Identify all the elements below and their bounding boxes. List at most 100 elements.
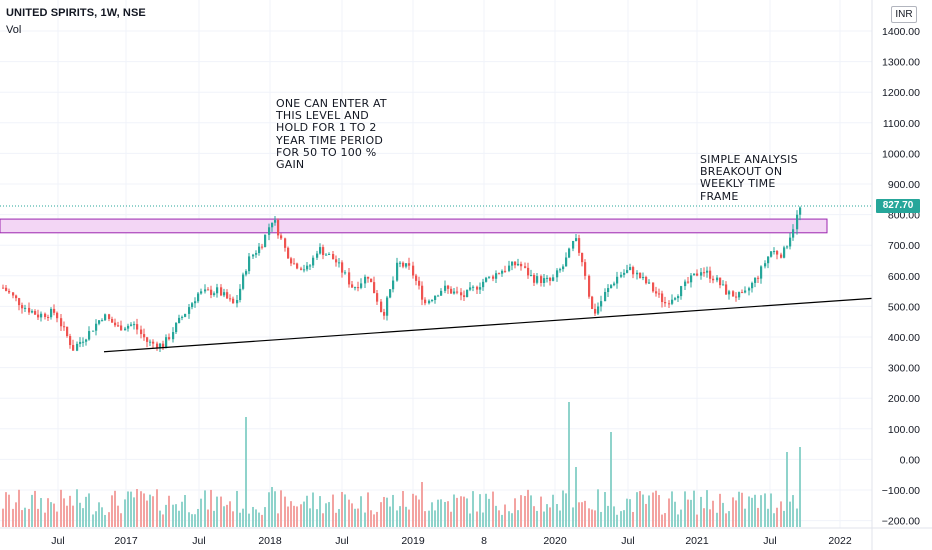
- candle-body: [562, 266, 565, 270]
- price-tick-label: 500.00: [888, 301, 920, 313]
- candle-body: [472, 286, 475, 288]
- volume-bar: [338, 509, 340, 527]
- candle-body: [524, 266, 527, 268]
- candle-body: [239, 288, 242, 301]
- volume-bar: [370, 510, 372, 527]
- volume-bar: [514, 498, 516, 527]
- candle-body: [565, 257, 568, 267]
- time-tick-label: 2019: [401, 535, 425, 547]
- candle-body: [751, 282, 754, 289]
- candle-body: [220, 287, 223, 296]
- time-tick-label: Jul: [621, 535, 634, 547]
- entry-annotation: ONE CAN ENTER AT THIS LEVEL AND HOLD FOR…: [276, 97, 387, 172]
- volume-bar: [287, 506, 289, 527]
- candle-body: [476, 286, 479, 290]
- candle-body: [655, 291, 658, 294]
- candle-body: [488, 276, 491, 278]
- candle-body: [200, 291, 203, 294]
- candle-body: [242, 274, 245, 289]
- candle-body: [549, 277, 552, 281]
- candle-body: [431, 300, 434, 302]
- volume-bar: [229, 501, 231, 527]
- price-tick-label: 100.00: [888, 424, 920, 436]
- volume-bar: [5, 492, 7, 527]
- candlesticks: [2, 206, 802, 352]
- candle-body: [399, 262, 402, 264]
- volume-bar: [447, 501, 449, 527]
- candle-body: [719, 277, 722, 286]
- volume-bar: [34, 490, 36, 527]
- candle-body: [226, 292, 229, 299]
- volume-bar: [495, 505, 497, 527]
- candle-body: [207, 289, 210, 291]
- candle-body: [146, 337, 149, 342]
- candle-body: [389, 289, 392, 298]
- candle-body: [28, 307, 31, 313]
- volume-bar: [568, 402, 570, 527]
- time-tick-label: 2021: [685, 535, 709, 547]
- volume-bar: [95, 511, 97, 527]
- candle-body: [757, 277, 760, 279]
- volume-bar: [501, 514, 503, 527]
- candle-body: [501, 270, 504, 274]
- candle-body: [648, 282, 651, 284]
- candle-body: [754, 277, 757, 283]
- candle-body: [159, 343, 162, 349]
- volume-bar: [207, 509, 209, 527]
- candle-body: [274, 220, 277, 223]
- volume-bar: [85, 496, 87, 527]
- candle-body: [21, 305, 24, 309]
- candle-body: [66, 326, 69, 337]
- candle-body: [175, 323, 178, 333]
- candle-body: [149, 341, 152, 343]
- volume-bar: [44, 512, 46, 527]
- time-tick-label: 2020: [543, 535, 567, 547]
- volume-bar: [543, 511, 545, 527]
- candle-body: [140, 329, 143, 335]
- volume-bar: [72, 505, 74, 527]
- candle-body: [351, 284, 354, 288]
- candle-body: [786, 246, 789, 248]
- candle-body: [213, 293, 216, 295]
- candle-body: [552, 277, 555, 281]
- price-tick-label: −100.00: [882, 485, 920, 497]
- candle-body: [684, 281, 687, 287]
- volume-bar: [328, 502, 330, 527]
- volume-bar: [56, 511, 58, 527]
- candle-body: [34, 311, 37, 315]
- volume-bar: [428, 510, 430, 527]
- candle-body: [428, 300, 431, 304]
- candle-body: [408, 263, 411, 266]
- volume-bar: [165, 504, 167, 527]
- volume-bar: [588, 508, 590, 527]
- volume-bar: [380, 502, 382, 527]
- volume-bar: [668, 498, 670, 527]
- candle-body: [479, 287, 482, 290]
- candle-body: [642, 276, 645, 279]
- volume-bar: [392, 494, 394, 527]
- currency-button[interactable]: INR: [891, 6, 917, 23]
- volume-bar: [591, 509, 593, 527]
- volume-bar: [220, 496, 222, 527]
- volume-bar: [559, 510, 561, 527]
- candle-body: [188, 307, 191, 314]
- candle-body: [191, 303, 194, 308]
- volume-bar: [421, 482, 423, 527]
- candle-body: [799, 207, 802, 215]
- candle-body: [223, 292, 226, 296]
- volume-bar: [53, 503, 55, 527]
- volume-bars: [2, 402, 801, 527]
- volume-bar: [312, 492, 314, 527]
- price-tick-label: 1300.00: [882, 57, 920, 69]
- volume-bar: [604, 492, 606, 527]
- volume-bar: [367, 492, 369, 527]
- volume-bar: [492, 491, 494, 527]
- candle-body: [261, 246, 264, 248]
- volume-bar: [232, 511, 234, 527]
- volume-bar: [575, 467, 577, 527]
- volume-bar: [188, 512, 190, 527]
- candle-body: [357, 287, 360, 289]
- candle-body: [482, 281, 485, 288]
- candle-body: [290, 258, 293, 264]
